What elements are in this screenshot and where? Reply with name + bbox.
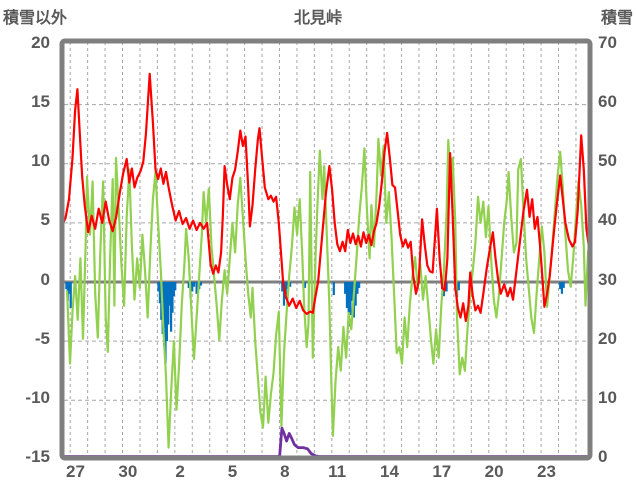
axis-tick-label: 8 [280, 462, 290, 481]
axis-tick-label: 40 [598, 210, 617, 230]
axis-tick-label: 23 [537, 462, 556, 481]
axis-tick-label: 50 [598, 151, 617, 171]
axis-tick-label: 11 [328, 462, 347, 481]
axis-tick-label: 10 [31, 151, 50, 171]
axis-tick-label: 14 [380, 462, 399, 481]
axis-tick-label: 10 [598, 387, 617, 407]
axis-tick-label: 20 [484, 462, 504, 481]
plot-border [59, 38, 593, 461]
axis-tick-label: 15 [31, 92, 50, 112]
axis-tick-label: 0 [598, 446, 608, 466]
axis-tick-label: 17 [432, 462, 452, 481]
axis-tick-label: 0 [40, 269, 50, 289]
axis-tick-label: 60 [598, 92, 617, 112]
axis-tick-label: 5 [227, 462, 238, 481]
axis-tick-label: 70 [598, 33, 617, 52]
axis-tick-label: 30 [118, 462, 138, 481]
axis-tick-label: -10 [25, 387, 50, 407]
axis-tick-label: 30 [598, 269, 617, 289]
red-line-series [63, 72, 589, 323]
axis-tick-label: 2 [175, 462, 185, 481]
left-axis-title: 積雪以外 [3, 10, 68, 27]
axis-tick-label: -15 [25, 446, 50, 466]
right-axis-title: 積雪 [600, 10, 633, 27]
chart-title: 北見峠 [293, 10, 342, 27]
purple-line-series [63, 426, 589, 457]
axis-tick-label: -5 [34, 328, 50, 348]
green-line-series [66, 137, 589, 449]
axis-tick-label: 20 [31, 33, 50, 52]
axis-tick-label: 20 [598, 328, 617, 348]
axis-tick-label: 27 [66, 462, 85, 481]
axis-tick-label: 5 [40, 210, 50, 230]
